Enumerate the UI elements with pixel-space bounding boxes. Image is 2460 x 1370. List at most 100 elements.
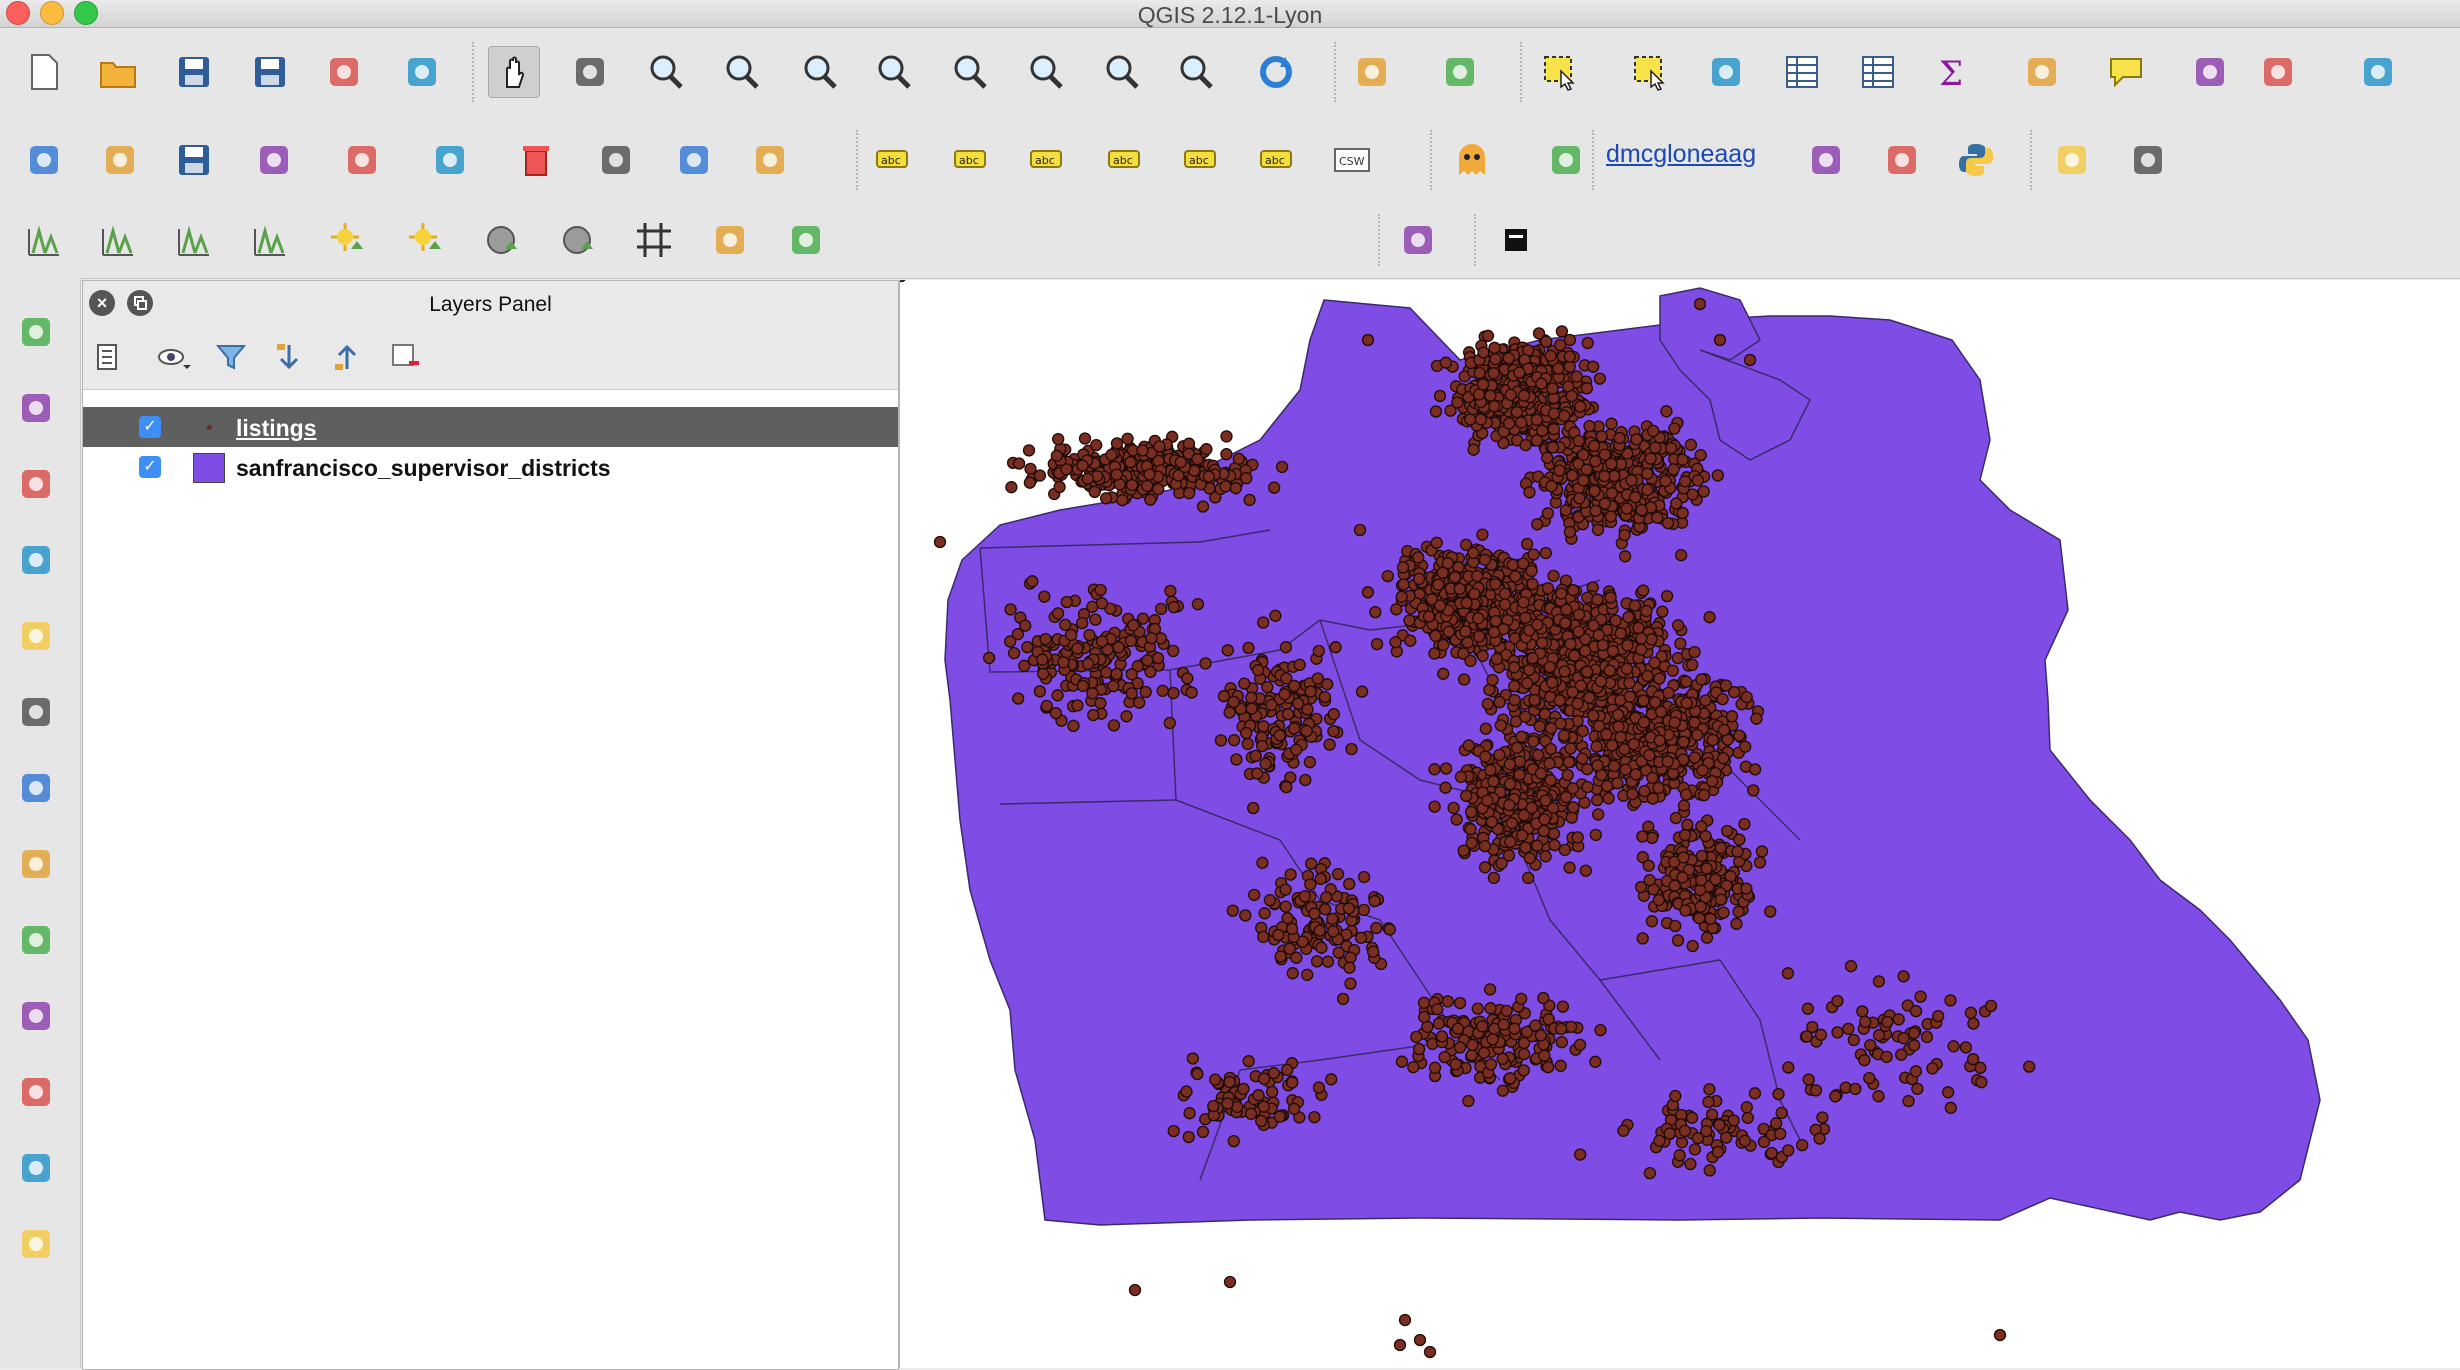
- listing-point[interactable]: [1717, 752, 1730, 765]
- listing-point[interactable]: [1628, 599, 1642, 612]
- listing-point[interactable]: [1460, 596, 1473, 610]
- listing-point[interactable]: [1801, 1002, 1815, 1015]
- listing-point[interactable]: [1285, 922, 1299, 936]
- shade-2-icon[interactable]: [552, 214, 604, 266]
- listing-point[interactable]: [1541, 582, 1555, 595]
- save-as-icon[interactable]: [244, 46, 296, 98]
- listing-point[interactable]: [1273, 729, 1286, 742]
- listing-point[interactable]: [1552, 362, 1565, 375]
- listing-point[interactable]: [1604, 510, 1617, 523]
- listing-point[interactable]: [1185, 686, 1198, 699]
- listing-point[interactable]: [1342, 902, 1356, 915]
- plugin-globe-icon[interactable]: [2122, 134, 2174, 186]
- listing-point[interactable]: [1590, 740, 1603, 753]
- listing-point[interactable]: [1688, 645, 1701, 659]
- listing-point[interactable]: [1747, 784, 1760, 797]
- listing-point[interactable]: [1355, 685, 1369, 698]
- listing-point[interactable]: [1439, 356, 1453, 369]
- deselect-icon[interactable]: [1624, 46, 1676, 98]
- listing-point[interactable]: [1661, 516, 1675, 530]
- label-tool-icon[interactable]: abc: [866, 134, 918, 186]
- listing-point[interactable]: [1697, 485, 1710, 498]
- listing-point[interactable]: [1591, 759, 1604, 772]
- listing-point[interactable]: [1436, 566, 1449, 579]
- listing-point[interactable]: [1209, 1073, 1222, 1086]
- listing-point[interactable]: [1526, 577, 1539, 591]
- listing-point[interactable]: [1256, 856, 1269, 869]
- listing-point[interactable]: [1367, 945, 1380, 958]
- listing-point[interactable]: [1018, 659, 1031, 672]
- listing-point[interactable]: [1464, 654, 1477, 668]
- zoom-native-icon[interactable]: [794, 46, 846, 98]
- listing-point[interactable]: [1560, 603, 1573, 616]
- listing-point[interactable]: [1519, 611, 1532, 624]
- listing-point[interactable]: [1566, 469, 1579, 482]
- listing-point[interactable]: [1128, 1283, 1142, 1297]
- listing-point[interactable]: [1686, 939, 1699, 953]
- listing-point[interactable]: [1831, 1026, 1844, 1039]
- listing-point[interactable]: [1468, 587, 1481, 601]
- listing-point[interactable]: [1629, 768, 1642, 781]
- listing-point[interactable]: [1702, 1095, 1715, 1109]
- listing-point[interactable]: [1442, 625, 1456, 638]
- listing-point[interactable]: [1680, 788, 1693, 801]
- listing-point[interactable]: [1813, 1132, 1826, 1145]
- listing-point[interactable]: [1012, 457, 1026, 470]
- listing-point[interactable]: [1486, 1033, 1499, 1046]
- listing-point[interactable]: [1673, 1149, 1686, 1162]
- listing-point[interactable]: [1167, 1124, 1180, 1138]
- listing-point[interactable]: [1630, 433, 1643, 446]
- listing-point[interactable]: [1332, 946, 1345, 959]
- listing-point[interactable]: [1686, 488, 1699, 501]
- listing-point[interactable]: [1559, 616, 1572, 630]
- listing-point[interactable]: [1227, 734, 1241, 747]
- listing-point[interactable]: [1112, 641, 1125, 654]
- listing-point[interactable]: [1448, 571, 1462, 584]
- listing-point[interactable]: [1200, 443, 1213, 456]
- listing-point[interactable]: [1274, 950, 1287, 963]
- listing-point[interactable]: [1437, 638, 1450, 652]
- cut-features-icon[interactable]: [590, 134, 642, 186]
- listing-point[interactable]: [1993, 1328, 2007, 1342]
- listing-point[interactable]: [1664, 441, 1678, 455]
- listing-point[interactable]: [1050, 449, 1063, 462]
- listing-point[interactable]: [1125, 687, 1138, 700]
- listing-point[interactable]: [1433, 389, 1447, 403]
- listing-point[interactable]: [1071, 642, 1084, 655]
- listing-point[interactable]: [1705, 1108, 1719, 1121]
- listing-point[interactable]: [1167, 686, 1180, 700]
- listing-point[interactable]: [1244, 1107, 1258, 1120]
- listing-point[interactable]: [1539, 850, 1552, 863]
- listing-point[interactable]: [1557, 729, 1571, 742]
- collapse-all-icon[interactable]: [329, 339, 365, 380]
- listing-point[interactable]: [1713, 1118, 1726, 1132]
- listing-point[interactable]: [1321, 955, 1335, 968]
- listing-point[interactable]: [1519, 710, 1532, 723]
- listing-point[interactable]: [1632, 621, 1645, 634]
- listing-point[interactable]: [1465, 836, 1478, 850]
- listing-point[interactable]: [1525, 564, 1538, 578]
- listing-point[interactable]: [1496, 1052, 1509, 1065]
- listing-point[interactable]: [1573, 1038, 1587, 1051]
- listing-point[interactable]: [1640, 604, 1653, 618]
- listing-point[interactable]: [1432, 578, 1445, 591]
- listing-point[interactable]: [1677, 851, 1690, 864]
- add-spatialite-layer-icon[interactable]: [10, 534, 62, 586]
- listing-point[interactable]: [1542, 1060, 1555, 1074]
- listing-point[interactable]: [1232, 452, 1245, 465]
- listing-point[interactable]: [1110, 468, 1123, 481]
- listing-point[interactable]: [1308, 1110, 1321, 1124]
- listing-point[interactable]: [1299, 773, 1312, 787]
- listing-point[interactable]: [1545, 480, 1558, 493]
- zoom-next-icon[interactable]: [1170, 46, 1222, 98]
- listing-point[interactable]: [1567, 801, 1580, 814]
- listing-point[interactable]: [1230, 753, 1243, 766]
- listing-point[interactable]: [1902, 1094, 1915, 1108]
- listing-point[interactable]: [1532, 748, 1545, 762]
- listing-point[interactable]: [1059, 618, 1072, 631]
- listing-point[interactable]: [1600, 728, 1613, 741]
- listing-point[interactable]: [1257, 720, 1270, 733]
- listing-point[interactable]: [1454, 770, 1468, 783]
- listing-point[interactable]: [1472, 612, 1485, 625]
- listing-point[interactable]: [1591, 593, 1604, 606]
